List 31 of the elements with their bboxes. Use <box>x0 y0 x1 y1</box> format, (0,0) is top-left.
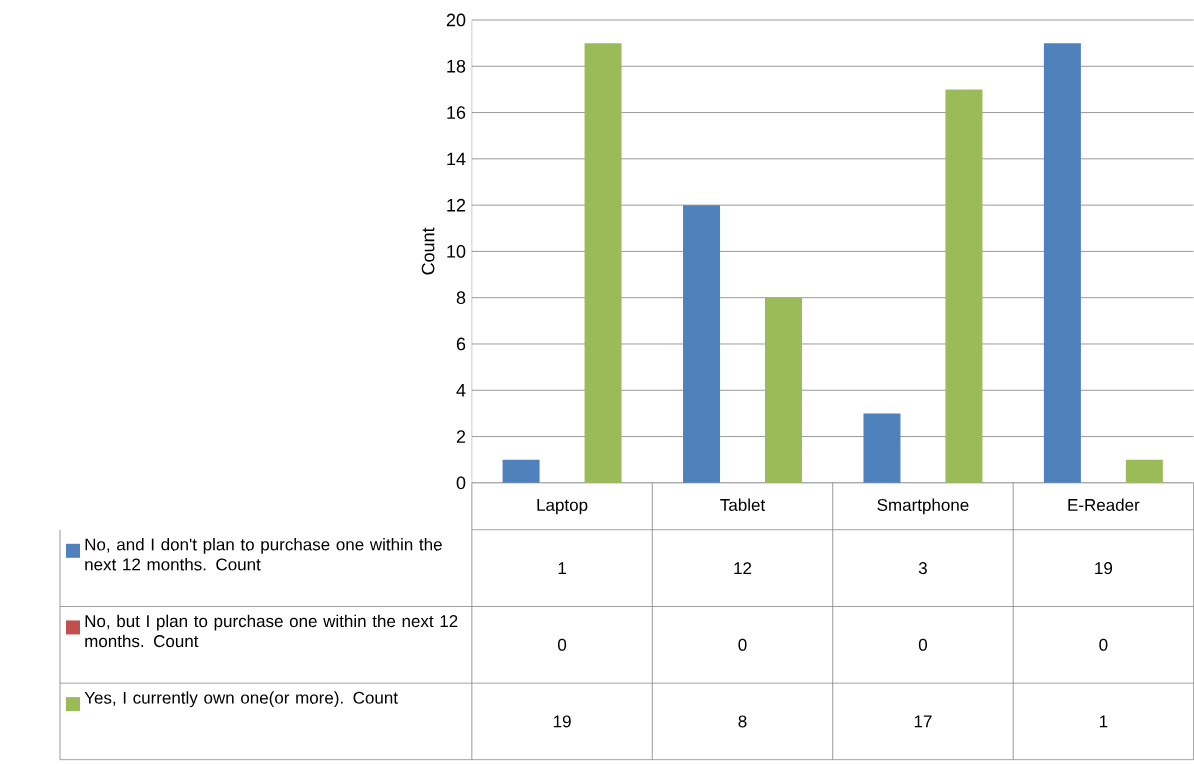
x-tick-label: Tablet <box>720 498 766 512</box>
data-label: 0 <box>918 638 928 651</box>
x-tick-label: Laptop <box>537 499 588 515</box>
data-label: 0 <box>558 638 567 651</box>
data-label: 19 <box>553 715 571 728</box>
legend-label: No, and I don't plan to purchase one within the next 12 months. Count <box>85 538 442 571</box>
y-tick-label: 18 <box>447 60 466 73</box>
x-tick-label: E-Reader <box>1068 498 1140 512</box>
data-label: 0 <box>1099 638 1108 651</box>
data-label: 0 <box>738 638 747 651</box>
y-tick-label: 6 <box>456 337 466 351</box>
data-label: 1 <box>558 562 566 575</box>
data-label: 19 <box>1095 562 1113 575</box>
y-tick-label: 20 <box>446 13 466 27</box>
y-tick-label: 16 <box>447 106 466 120</box>
x-tick-label: Smartphone <box>877 498 969 515</box>
data-label: 8 <box>738 715 747 728</box>
data-label: 3 <box>918 562 927 575</box>
data-label: 12 <box>734 562 752 575</box>
legend-label: Yes, I currently own one(or more). Count <box>84 691 398 708</box>
y-tick-label: 12 <box>447 198 466 212</box>
legend-label: No, but I plan to purchase one within the next 12 months. Count <box>85 614 458 648</box>
y-axis-title: Count <box>421 227 435 275</box>
y-tick-label: 14 <box>447 152 466 166</box>
y-tick-label: 2 <box>456 430 466 443</box>
data-label: 17 <box>914 715 932 728</box>
y-tick-label: 8 <box>456 291 466 305</box>
y-tick-label: 4 <box>456 384 466 397</box>
y-tick-label: 10 <box>447 245 466 258</box>
y-tick-label: 0 <box>456 476 466 490</box>
data-label: 1 <box>1099 715 1108 728</box>
